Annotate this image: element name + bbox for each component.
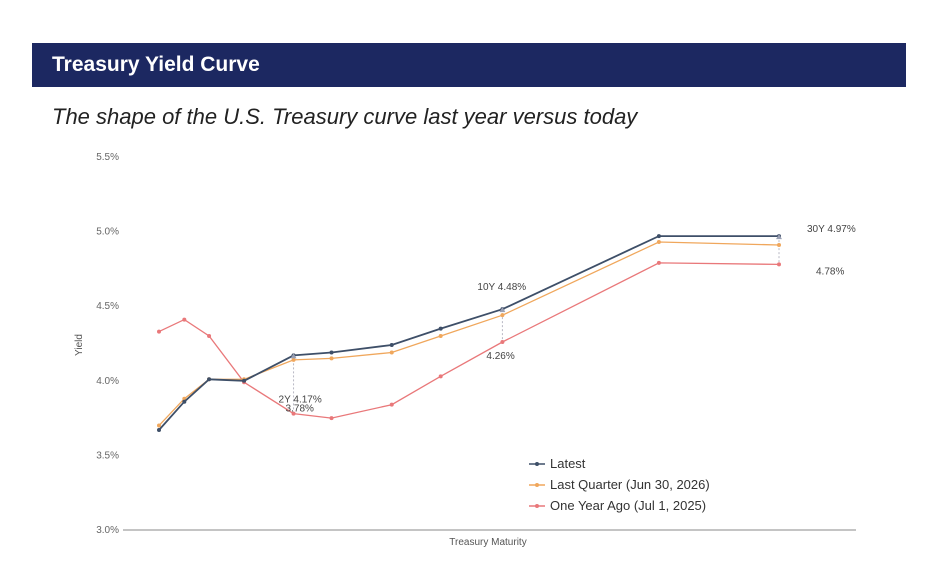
y-tick-label: 5.5%: [96, 152, 119, 163]
data-point: [242, 378, 247, 383]
data-point: [329, 416, 334, 421]
data-point: [500, 340, 505, 345]
chart-subtitle: The shape of the U.S. Treasury curve las…: [52, 104, 638, 129]
data-point: [182, 399, 187, 404]
legend-entry: One Year Ago (Jul 1, 2025): [550, 498, 706, 513]
legend: Latest Last Quarter (Jun 30, 2026) One Yea…: [529, 456, 710, 513]
annotation-label: 4.78%: [816, 266, 844, 277]
y-axis: 3.0% 3.5% 4.0% 4.5% 5.0% 5.5%: [96, 152, 119, 536]
series-line: [158, 262, 780, 419]
triangle-marker: [499, 307, 506, 313]
triangle-marker: [290, 353, 297, 359]
yield-curve-chart: 3.0% 3.5% 4.0% 4.5% 5.0% 5.5% Treasury Maturi…: [74, 152, 856, 548]
triangle-marker: [776, 234, 782, 240]
legend-entry: Last Quarter (Jun 30, 2026): [550, 477, 710, 492]
data-point: [291, 411, 296, 416]
legend-swatch-dot: [535, 504, 539, 508]
data-point: [438, 334, 443, 339]
series-line: [158, 241, 780, 427]
annotation-label: 10Y 4.48%: [477, 282, 526, 293]
data-point: [291, 357, 296, 362]
page-title: Treasury Yield Curve: [52, 53, 260, 76]
legend-entry: Latest: [550, 456, 586, 471]
data-point: [389, 342, 394, 347]
data-point: [207, 377, 212, 382]
y-tick-label: 4.0%: [96, 376, 119, 387]
y-axis-title: Yield: [74, 334, 85, 356]
data-point: [182, 317, 187, 322]
data-point: [438, 374, 443, 379]
title-banner: Treasury Yield Curve: [32, 43, 906, 87]
series-line: [158, 235, 779, 431]
y-tick-label: 3.0%: [96, 525, 119, 536]
annotations: 2Y 4.17%3.78% 10Y 4.48% 4.26% 30Y 4.97% 4.78…: [279, 224, 856, 415]
data-point: [157, 428, 161, 433]
data-point: [777, 243, 781, 248]
data-point: [656, 240, 661, 245]
data-point: [438, 326, 443, 331]
annotation-label: 4.26%: [486, 351, 514, 362]
data-point: [207, 334, 212, 339]
data-point: [656, 234, 661, 239]
y-tick-label: 3.5%: [96, 450, 119, 461]
data-point: [157, 329, 161, 334]
data-point: [389, 402, 394, 407]
data-point: [777, 262, 781, 267]
data-point: [389, 350, 394, 355]
data-point: [656, 260, 661, 265]
x-axis-title: Treasury Maturity: [449, 537, 526, 548]
data-point: [329, 356, 334, 361]
annotation-label: 2Y 4.17%: [279, 394, 322, 405]
annotation-label: 30Y 4.97%: [807, 224, 856, 235]
y-tick-label: 4.5%: [96, 301, 119, 312]
series-layer: [157, 234, 782, 433]
data-point: [157, 423, 161, 428]
data-point: [500, 313, 505, 318]
legend-swatch-dot: [535, 483, 539, 487]
y-tick-label: 5.0%: [96, 227, 119, 238]
annotation-label: 3.78%: [286, 404, 314, 415]
legend-swatch-dot: [535, 462, 539, 466]
data-point: [329, 350, 334, 355]
